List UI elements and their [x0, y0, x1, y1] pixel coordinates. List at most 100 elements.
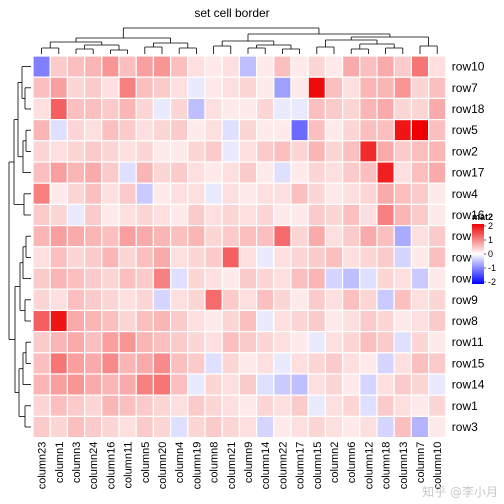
heatmap-cell	[376, 161, 395, 184]
heatmap-cell	[32, 161, 51, 184]
heatmap-cell	[49, 203, 69, 227]
heatmap-cell	[393, 76, 413, 99]
heatmap-cell	[273, 352, 292, 375]
heatmap-cell	[187, 225, 206, 248]
column-label: column7	[415, 442, 427, 484]
heatmap-cell	[342, 373, 361, 396]
heatmap-cell	[273, 331, 292, 354]
heatmap-cell	[410, 118, 430, 142]
heatmap-cell	[307, 161, 327, 184]
heatmap-cell	[428, 203, 447, 227]
heatmap-cell	[428, 373, 447, 396]
heatmap-cell	[324, 288, 344, 312]
heatmap-cell	[204, 246, 223, 269]
row-label: row5	[452, 123, 478, 137]
heatmap-cell	[307, 203, 327, 227]
heatmap-cell	[187, 331, 206, 354]
heatmap-cell	[204, 394, 223, 418]
heatmap-cell	[204, 352, 223, 375]
heatmap-cell	[101, 97, 120, 121]
heatmap-cell	[187, 161, 206, 184]
heatmap-cell	[49, 352, 69, 375]
heatmap-cell	[221, 203, 240, 227]
heatmap-cell	[83, 246, 103, 269]
heatmap-cell	[376, 309, 395, 333]
heatmap-cell	[187, 352, 206, 375]
heatmap-cell	[273, 97, 292, 121]
heatmap-cell	[324, 246, 344, 269]
heatmap-cell	[359, 246, 378, 269]
heatmap-cell	[238, 331, 258, 354]
heatmap-cell	[307, 415, 327, 439]
heatmap-cell	[376, 55, 395, 78]
heatmap-cell	[170, 246, 189, 269]
column-label: column12	[363, 442, 375, 490]
legend-tick-label: -1	[488, 263, 496, 273]
heatmap-cell	[393, 331, 413, 354]
heatmap-cell	[428, 182, 447, 205]
heatmap-cell	[324, 309, 344, 333]
heatmap-cell	[221, 246, 240, 269]
heatmap-cell	[238, 225, 258, 248]
column-label: column5	[140, 442, 152, 484]
heatmap-cell	[204, 55, 223, 78]
column-label: column13	[398, 442, 410, 490]
heatmap-cell	[204, 161, 223, 184]
heatmap-cell	[135, 246, 154, 269]
heatmap-cell	[410, 140, 430, 163]
heatmap-cell	[152, 352, 172, 375]
heatmap-cell	[342, 182, 361, 205]
heatmap-cell	[342, 97, 361, 121]
legend-tick-label: 0	[488, 249, 493, 259]
heatmap-cell	[376, 246, 395, 269]
heatmap-cell	[428, 118, 447, 142]
heatmap-cell	[221, 55, 240, 78]
heatmap-cell	[204, 203, 223, 227]
row-label: row9	[452, 293, 478, 307]
heatmap-cell	[135, 182, 154, 205]
column-label: column1	[54, 442, 66, 484]
column-label: column15	[312, 442, 324, 490]
column-label: column8	[209, 442, 221, 484]
column-label: column4	[174, 442, 186, 484]
heatmap-cell	[290, 182, 309, 205]
heatmap-cell	[410, 97, 430, 121]
column-label: column20	[157, 442, 169, 490]
heatmap-cell	[83, 309, 103, 333]
heatmap-cell	[359, 118, 378, 142]
heatmap-cell	[273, 182, 292, 205]
heatmap-cell	[290, 373, 309, 396]
heatmap-cell	[221, 225, 240, 248]
heatmap-cell	[32, 203, 51, 227]
heatmap-cell	[187, 182, 206, 205]
heatmap-cell	[324, 394, 344, 418]
heatmap-cell	[32, 118, 51, 142]
heatmap-cell	[49, 76, 69, 99]
heatmap-cell	[152, 55, 172, 78]
heatmap-cell	[273, 225, 292, 248]
heatmap-cell	[49, 140, 69, 163]
heatmap-cell	[187, 203, 206, 227]
heatmap-cell	[32, 267, 51, 290]
heatmap-cell	[83, 373, 103, 396]
heatmap-cell	[393, 373, 413, 396]
heatmap-cell	[290, 55, 309, 78]
heatmap-cell	[66, 140, 86, 163]
heatmap-cell	[170, 394, 189, 418]
heatmap-cell	[324, 352, 344, 375]
heatmap-cell	[204, 331, 223, 354]
heatmap-cell	[290, 203, 309, 227]
heatmap-cell	[324, 76, 344, 99]
heatmap-cell	[32, 182, 51, 205]
heatmap-cell	[135, 352, 154, 375]
heatmap-cell	[342, 76, 361, 99]
heatmap-cell	[393, 394, 413, 418]
heatmap-cell	[170, 415, 189, 439]
row-label: row11	[452, 335, 484, 349]
heatmap-cell	[342, 352, 361, 375]
heatmap-cell	[307, 309, 327, 333]
heatmap-cell	[393, 225, 413, 248]
heatmap-cell	[256, 55, 275, 78]
heatmap-cell	[49, 331, 69, 354]
heatmap-cell	[101, 394, 120, 418]
